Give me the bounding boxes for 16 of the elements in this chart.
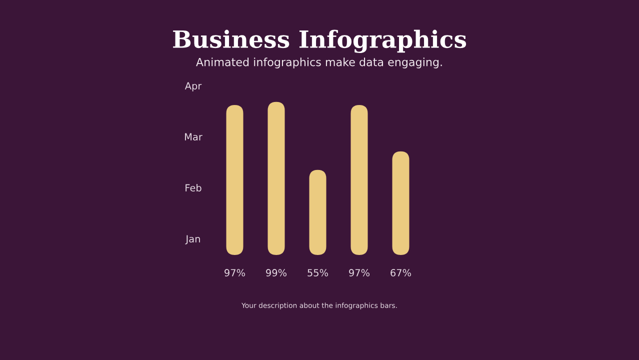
text: Mar [185, 133, 202, 141]
data-label: 55% [308, 269, 328, 276]
bar [350, 104, 368, 255]
bar [392, 151, 410, 255]
text: Feb [186, 184, 202, 192]
bar [268, 102, 285, 255]
chart-subtitle: Animated infographics make data engaging. [196, 58, 442, 68]
data-label: 97% [224, 269, 246, 276]
text: Apr [184, 82, 202, 92]
data-label: 97% [349, 269, 370, 276]
chart-title: Business Infographics [173, 30, 466, 53]
bar [226, 104, 244, 255]
bar [309, 170, 326, 255]
data-label: 99% [266, 269, 287, 276]
text: Jan [185, 235, 200, 244]
data-label: 67% [390, 269, 412, 276]
